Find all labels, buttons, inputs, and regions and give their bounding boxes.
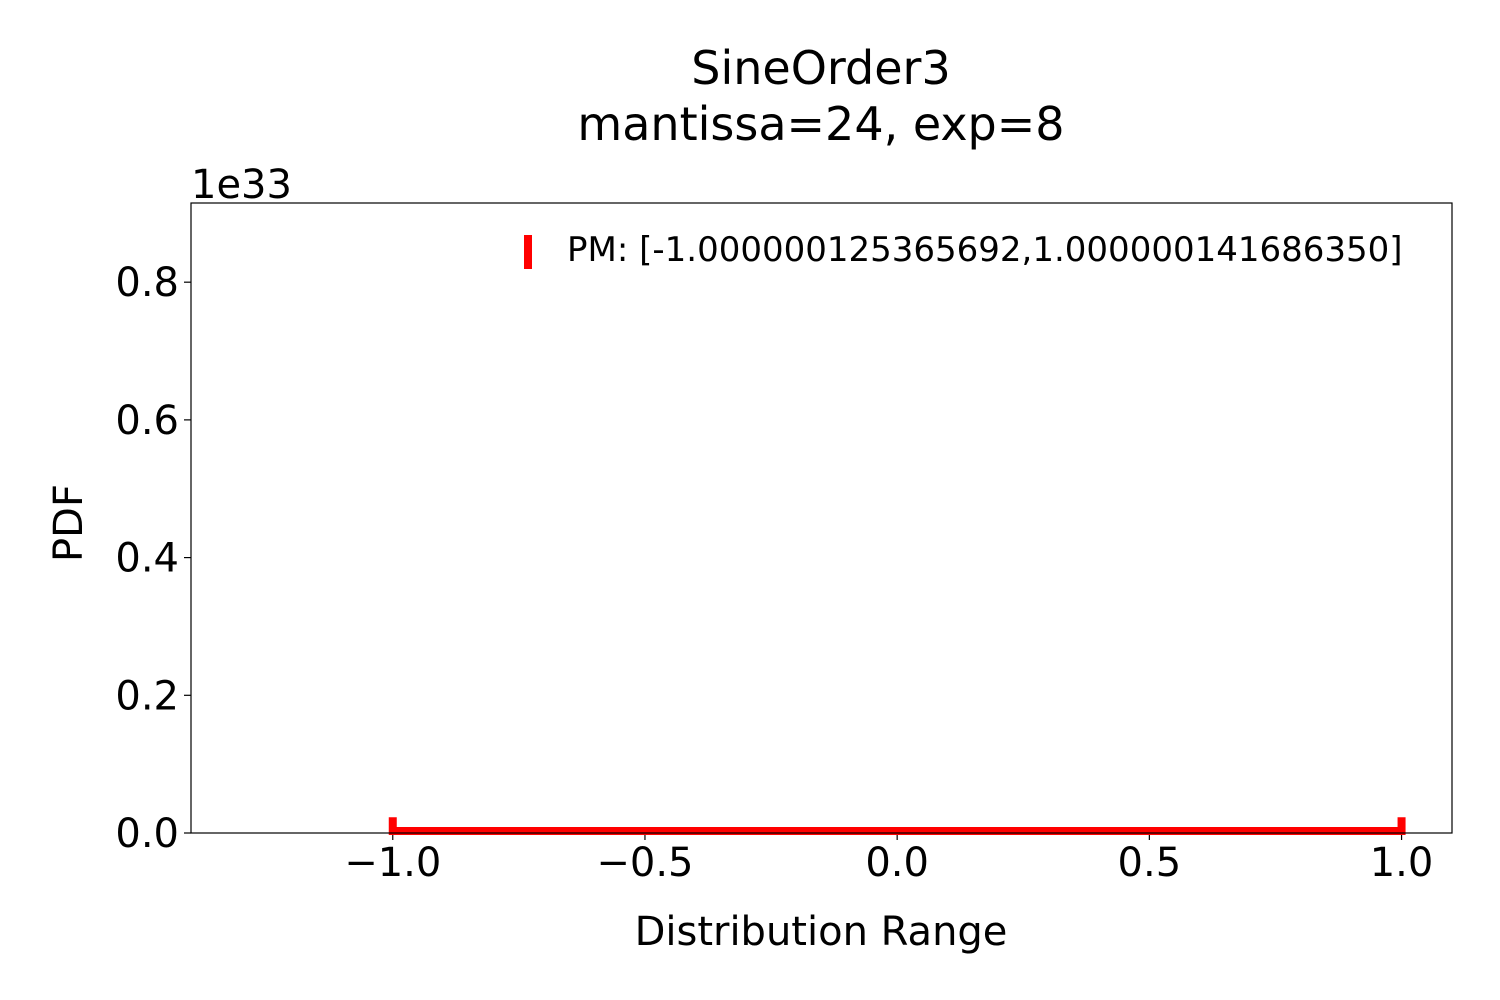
x-tick-label: 0.5 xyxy=(1118,840,1182,886)
legend: PM: [-1.000000125365692,1.00000014168635… xyxy=(524,230,1403,270)
x-tick-label: −0.5 xyxy=(596,840,693,886)
x-tick-label: 0.0 xyxy=(865,840,929,886)
y-axis-ticks: 0.0 0.2 0.4 0.6 0.8 xyxy=(115,260,191,857)
y-axis-label: PDF xyxy=(46,484,92,562)
chart-title-line-2: mantissa=24, exp=8 xyxy=(577,97,1064,151)
legend-label: PM: [-1.000000125365692,1.00000014168635… xyxy=(567,230,1403,270)
x-tick-label: 1.0 xyxy=(1370,840,1434,886)
y-tick-label: 0.6 xyxy=(115,398,179,444)
y-tick-label: 0.4 xyxy=(115,536,179,582)
series-layer xyxy=(388,817,1406,835)
x-axis-label: Distribution Range xyxy=(635,909,1008,955)
y-tick-label: 0.8 xyxy=(115,260,179,306)
x-axis-ticks: −1.0 −0.5 0.0 0.5 1.0 xyxy=(344,833,1433,886)
y-tick-label: 0.0 xyxy=(115,811,179,857)
y-axis-offset-label: 1e33 xyxy=(191,162,292,208)
plot-frame xyxy=(190,202,1453,834)
x-tick-label: −1.0 xyxy=(344,840,441,886)
chart-title-line-1: SineOrder3 xyxy=(691,41,950,95)
series-line xyxy=(388,817,1406,835)
y-tick-label: 0.2 xyxy=(115,673,179,719)
